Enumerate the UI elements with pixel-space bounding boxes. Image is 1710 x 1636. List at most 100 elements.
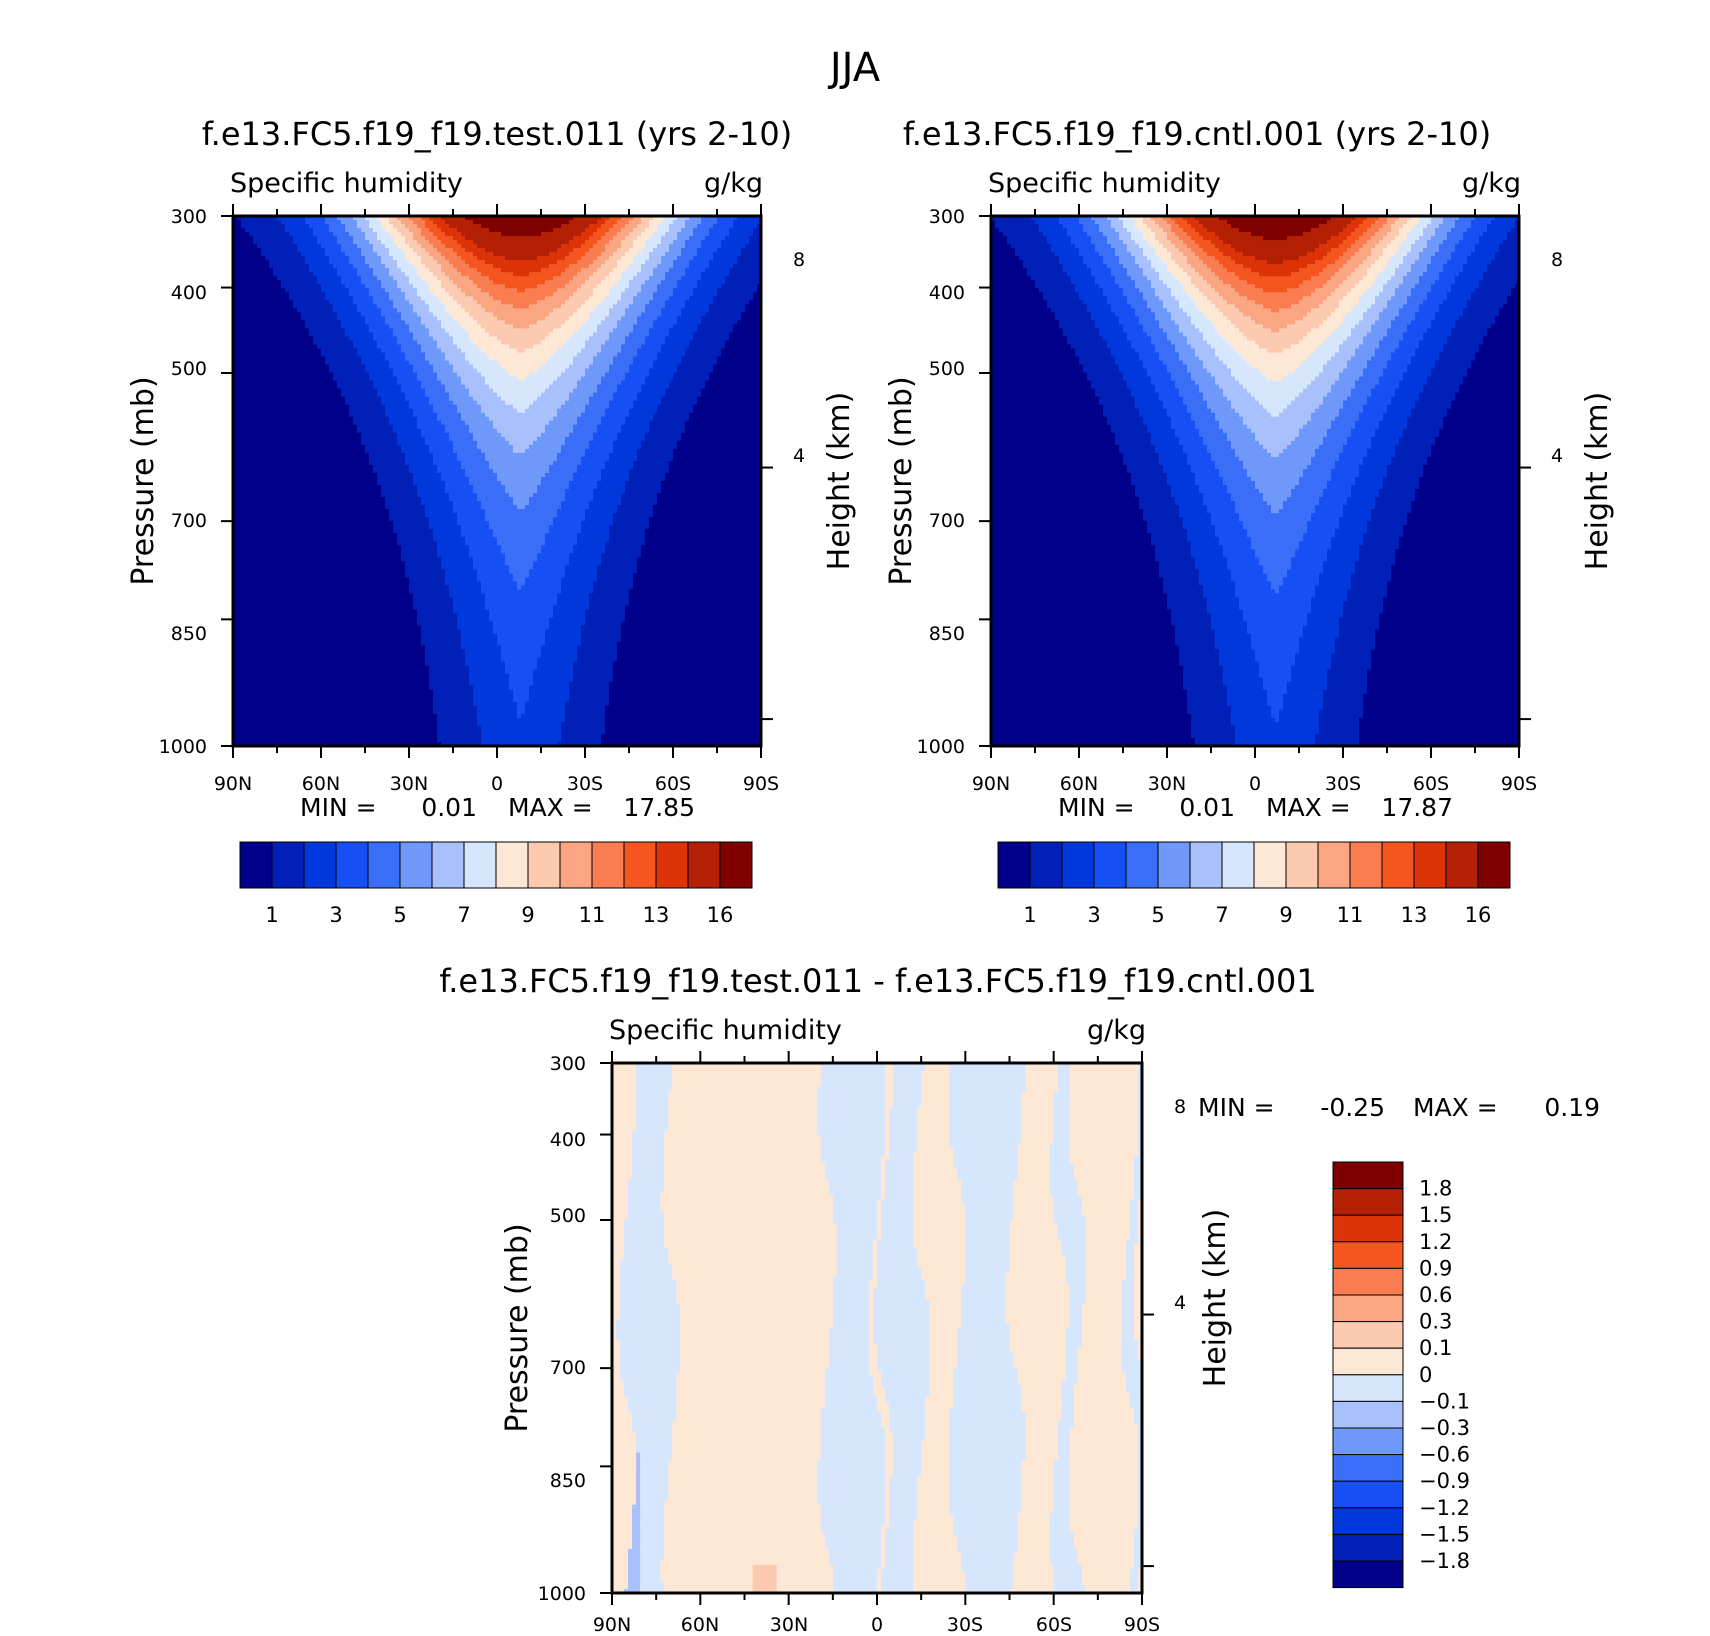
contour-cell bbox=[321, 352, 326, 358]
contour-cell bbox=[309, 472, 314, 478]
contour-cell bbox=[341, 629, 346, 635]
contour-cell bbox=[233, 633, 238, 639]
contour-cell bbox=[265, 585, 270, 590]
contour-cell bbox=[365, 304, 370, 309]
contour-cell bbox=[341, 232, 346, 237]
contour-cell bbox=[305, 601, 310, 606]
contour-cell bbox=[305, 509, 310, 514]
contour-cell bbox=[305, 741, 310, 746]
contour-cell bbox=[261, 472, 266, 478]
contour-cell bbox=[313, 360, 318, 366]
contour-cell bbox=[237, 569, 242, 574]
contour-cell bbox=[369, 637, 374, 643]
contour-cell bbox=[249, 224, 254, 229]
contour-cell bbox=[257, 424, 262, 430]
contour-cell bbox=[365, 525, 370, 530]
contour-cell bbox=[293, 440, 298, 446]
contour-cell bbox=[257, 721, 262, 727]
contour-cell bbox=[301, 424, 306, 430]
contour-cell bbox=[345, 657, 350, 663]
contour-cell bbox=[313, 328, 318, 333]
contour-cell bbox=[369, 653, 374, 659]
contour-cell bbox=[301, 665, 306, 671]
contour-cell bbox=[257, 272, 262, 277]
contour-cell bbox=[345, 424, 350, 430]
contour-cell bbox=[285, 396, 290, 402]
contour-cell bbox=[309, 689, 314, 695]
contour-cell bbox=[301, 541, 306, 546]
contour-cell bbox=[237, 324, 242, 329]
contour-cell bbox=[349, 581, 354, 586]
contour-cell bbox=[261, 645, 266, 651]
contour-cell bbox=[297, 665, 302, 671]
contour-cell bbox=[305, 561, 310, 566]
contour-cell bbox=[261, 569, 266, 574]
contour-cell bbox=[241, 681, 246, 687]
contour-cell bbox=[369, 236, 374, 241]
contour-cell bbox=[265, 336, 270, 341]
contour-cell bbox=[273, 573, 278, 578]
contour-cell bbox=[345, 276, 350, 281]
contour-cell bbox=[377, 709, 382, 715]
contour-cell bbox=[369, 537, 374, 542]
contour-cell bbox=[325, 733, 330, 739]
contour-cell bbox=[369, 501, 374, 506]
contour-cell bbox=[313, 601, 318, 606]
contour-cell bbox=[377, 368, 382, 374]
contour-cell bbox=[317, 388, 322, 394]
contour-cell bbox=[337, 529, 342, 534]
contour-cell bbox=[365, 533, 370, 538]
contour-cell bbox=[325, 617, 330, 623]
contour-cell bbox=[357, 677, 362, 683]
contour-cell bbox=[345, 617, 350, 623]
contour-cell bbox=[257, 541, 262, 546]
contour-cell bbox=[313, 737, 318, 743]
contour-cell bbox=[321, 340, 326, 345]
contour-cell bbox=[257, 481, 262, 486]
contour-cell bbox=[377, 665, 382, 671]
contour-cell bbox=[253, 633, 258, 639]
contour-cell bbox=[285, 529, 290, 534]
contour-cell bbox=[341, 697, 346, 703]
contour-cell bbox=[249, 705, 254, 711]
contour-cell bbox=[357, 272, 362, 277]
contour-cell bbox=[377, 456, 382, 462]
contour-cell bbox=[269, 493, 274, 498]
contour-cell bbox=[337, 629, 342, 635]
contour-cell bbox=[341, 565, 346, 570]
contour-cell bbox=[325, 545, 330, 550]
contour-cell bbox=[305, 460, 310, 466]
contour-cell bbox=[349, 729, 354, 735]
contour-cell bbox=[261, 416, 266, 422]
contour-cell bbox=[253, 497, 258, 502]
contour-cell bbox=[325, 621, 330, 627]
contour-cell bbox=[269, 709, 274, 715]
contour-cell bbox=[241, 669, 246, 675]
contour-cell bbox=[273, 264, 278, 269]
contour-cell bbox=[373, 344, 378, 349]
contour-cell bbox=[285, 400, 290, 406]
contour-cell bbox=[241, 272, 246, 277]
contour-cell bbox=[269, 481, 274, 486]
contour-cell bbox=[377, 392, 382, 398]
contour-cell bbox=[293, 328, 298, 333]
contour-cell bbox=[337, 609, 342, 614]
contour-cell bbox=[325, 360, 330, 366]
contour-cell bbox=[345, 376, 350, 382]
contour-cell bbox=[353, 621, 358, 627]
contour-cell bbox=[281, 344, 286, 349]
contour-cell bbox=[361, 412, 366, 418]
contour-cell bbox=[253, 296, 258, 301]
contour-cell bbox=[349, 609, 354, 614]
contour-cell bbox=[305, 617, 310, 623]
contour-cell bbox=[377, 489, 382, 494]
contour-cell bbox=[369, 621, 374, 627]
contour-cell bbox=[349, 597, 354, 602]
contour-cell bbox=[373, 593, 378, 598]
contour-cell bbox=[349, 557, 354, 562]
contour-cell bbox=[381, 220, 386, 225]
contour-cell bbox=[381, 505, 386, 510]
contour-cell bbox=[261, 637, 266, 643]
contour-cell bbox=[361, 493, 366, 498]
contour-cell bbox=[281, 525, 286, 530]
